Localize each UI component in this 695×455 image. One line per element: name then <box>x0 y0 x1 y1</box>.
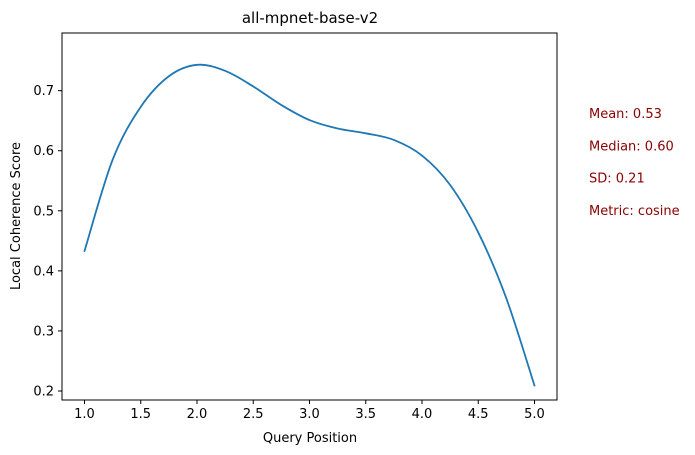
x-tick-label: 2.5 <box>243 407 264 422</box>
x-tick-label: 2.0 <box>187 407 208 422</box>
x-tick-label: 4.5 <box>468 407 489 422</box>
x-tick-label: 1.0 <box>74 407 95 422</box>
y-tick-label: 0.3 <box>33 324 54 339</box>
x-axis-ticks: 1.0 1.5 2.0 2.5 3.0 3.5 4.0 4.5 5.0 <box>74 400 545 422</box>
x-tick-label: 3.0 <box>299 407 320 422</box>
x-tick-label: 1.5 <box>130 407 151 422</box>
y-tick-label: 0.5 <box>33 204 54 219</box>
y-axis-label: Local Coherence Score <box>9 142 24 290</box>
plot-area-frame <box>61 32 558 401</box>
x-axis-label: Query Position <box>263 431 357 446</box>
series-line-0 <box>83 63 536 387</box>
y-tick-label: 0.4 <box>33 264 54 279</box>
y-tick-label: 0.2 <box>33 384 54 399</box>
stat-annotation: Metric: cosine <box>589 204 680 219</box>
series-layer <box>83 63 536 387</box>
stats-annotations: Mean: 0.53 Median: 0.60 SD: 0.21 Metric: co… <box>589 107 680 219</box>
y-tick-label: 0.7 <box>33 84 54 99</box>
y-axis-ticks: 0.2 0.3 0.4 0.5 0.6 0.7 <box>33 84 62 399</box>
chart-title: all-mpnet-base-v2 <box>242 9 378 27</box>
stat-annotation: Median: 0.60 <box>589 139 674 154</box>
stat-annotation: SD: 0.21 <box>589 172 645 187</box>
y-tick-label: 0.6 <box>33 144 54 159</box>
x-tick-label: 4.0 <box>412 407 433 422</box>
x-tick-label: 3.5 <box>355 407 376 422</box>
stat-annotation: Mean: 0.53 <box>589 107 662 122</box>
x-tick-label: 5.0 <box>524 407 545 422</box>
